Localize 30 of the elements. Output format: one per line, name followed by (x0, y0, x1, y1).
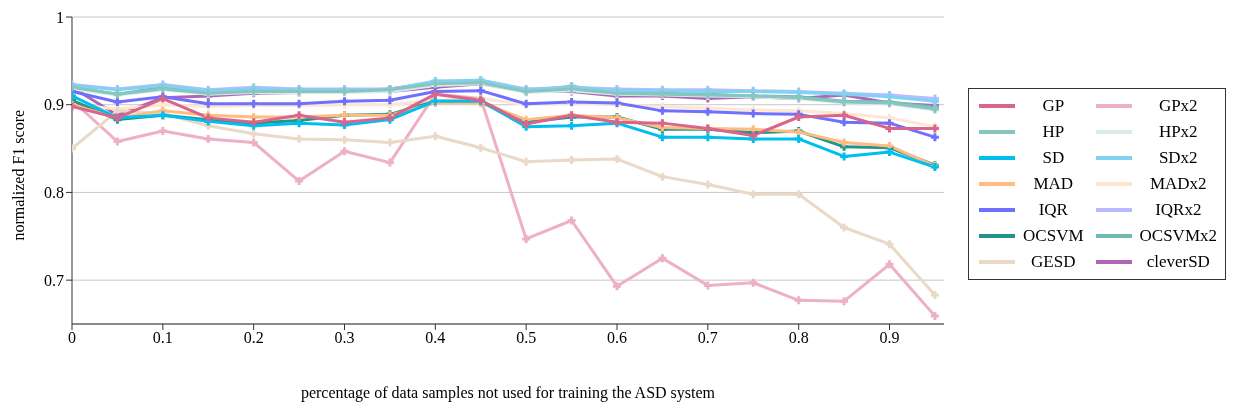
x-tick-label: 0.5 (516, 329, 537, 347)
x-tick-label: 0.9 (879, 329, 900, 347)
legend-label: cleverSD (1145, 252, 1211, 272)
legend-label: GP (1041, 96, 1066, 116)
y-axis-title: normalized F1 score (9, 109, 27, 241)
legend-label: HP (1041, 122, 1066, 142)
legend-label: MAD (1032, 174, 1075, 194)
legend-label: GESD (1030, 252, 1077, 272)
legend-label: GPx2 (1157, 96, 1199, 116)
y-tick-label: 0.7 (44, 271, 64, 289)
legend-label: SD (1041, 148, 1066, 168)
x-tick-label: 0.2 (243, 329, 264, 347)
y-tick-label: 1 (56, 8, 64, 26)
x-axis-title: percentage of data samples not used for training the ASD system (300, 384, 716, 402)
x-tick-label: 0.6 (607, 329, 627, 347)
y-tick-label: 0.9 (44, 96, 64, 114)
x-tick-label: 0.7 (697, 329, 718, 347)
legend-label: IQRx2 (1154, 200, 1203, 220)
y-tick-label: 0.8 (44, 184, 64, 202)
x-tick-label: 0.8 (788, 329, 809, 347)
legend-label: MADx2 (1148, 174, 1208, 194)
legend-label: SDx2 (1157, 148, 1199, 168)
x-tick-label: 0.3 (334, 329, 355, 347)
x-tick-label: 0 (68, 329, 76, 347)
legend-label: HPx2 (1157, 122, 1199, 142)
x-tick-label: 0.4 (425, 329, 446, 347)
x-tick-label: 0.1 (152, 329, 173, 347)
legend-label: IQR (1037, 200, 1069, 220)
legend-label: OCSVMx2 (1138, 226, 1217, 246)
legend-label: OCSVM (1022, 226, 1084, 246)
